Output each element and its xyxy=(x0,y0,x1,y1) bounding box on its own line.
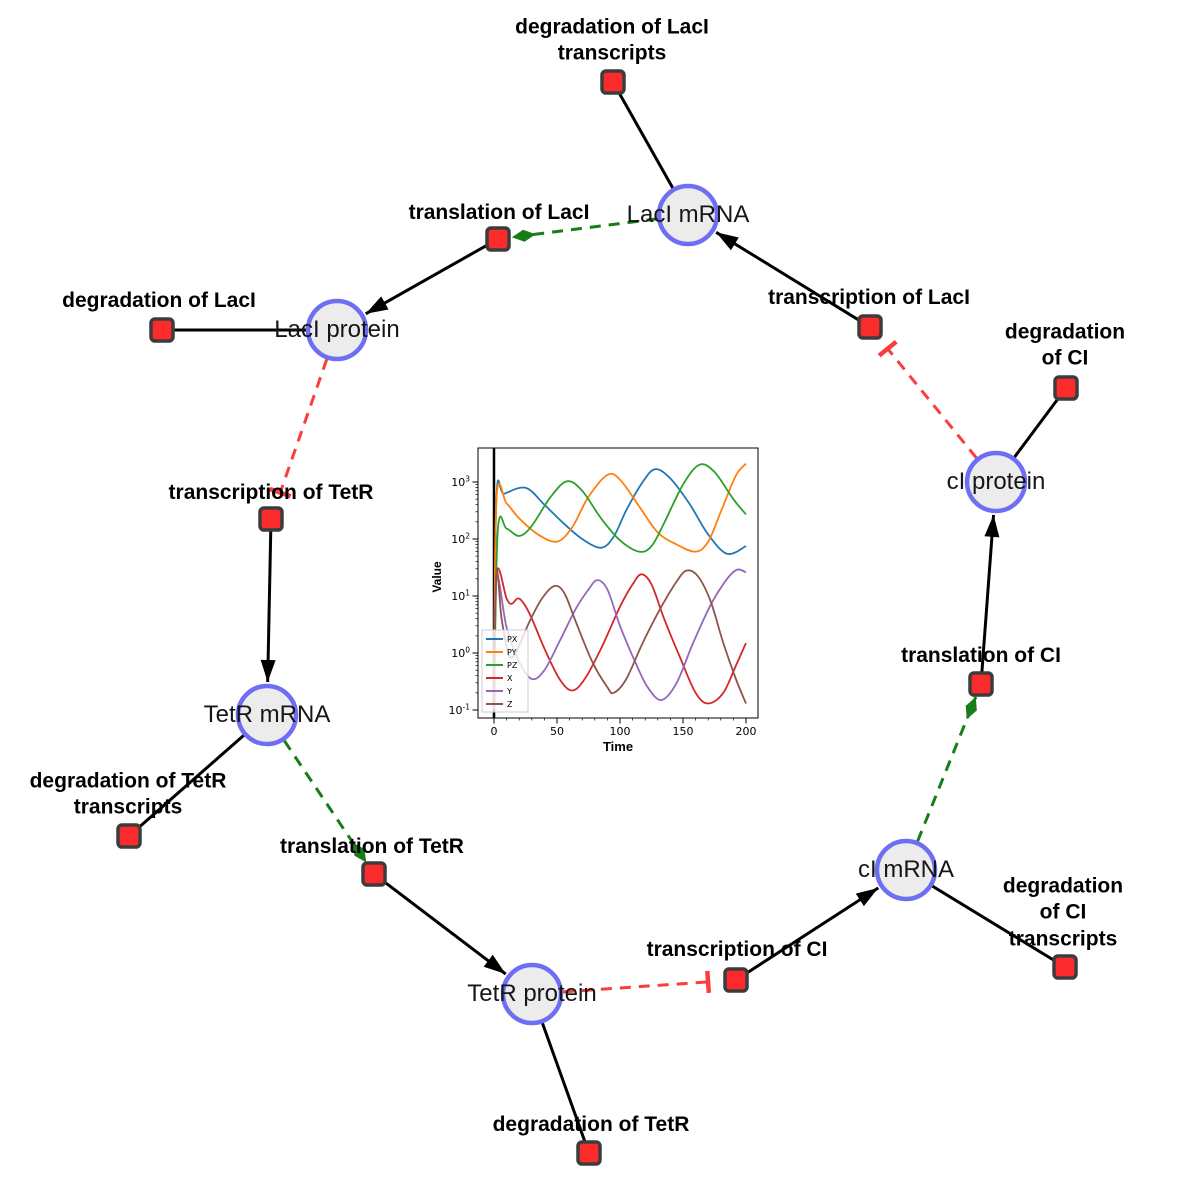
chart-y-tick: 100 xyxy=(451,646,470,661)
edge-tx-ci-to-ci-mrna xyxy=(745,886,880,975)
species-node-tetr-protein[interactable] xyxy=(500,962,564,1026)
reaction-label-deg-ci: degradation of CI xyxy=(1004,320,1126,370)
species-node-ci-mrna[interactable] xyxy=(874,838,938,902)
simulation-plot-inset: 103 102 101 100 10-1 0 50 100 150 200 PX PY PZ X Y Z xyxy=(420,436,780,771)
species-label-tetr-mrna: TetR mRNA xyxy=(203,701,331,728)
edge-laci-mrna-to-transl-laci xyxy=(511,217,658,242)
edge-layer xyxy=(137,91,1061,1143)
chart-x-tick: 0 xyxy=(491,725,498,738)
species-node-ci-protein[interactable] xyxy=(964,450,1028,514)
chart-legend-label-PY: PY xyxy=(507,648,517,657)
species-node-tetr-mrna[interactable] xyxy=(235,683,299,747)
chart-legend: PX PY PZ XYZ xyxy=(481,629,529,713)
chart-legend-label-PZ: PZ xyxy=(507,661,518,670)
chart-series-Z xyxy=(493,569,747,711)
reaction-node-tx-laci[interactable] xyxy=(857,314,883,340)
chart-series-PZ xyxy=(493,463,747,711)
edge-ci-mrna-to-deg-ci-tx xyxy=(930,884,1056,963)
species-label-ci-mrna: cI mRNA xyxy=(858,856,954,883)
reaction-node-deg-tetr-tx[interactable] xyxy=(116,823,142,849)
species-node-laci-protein[interactable] xyxy=(305,298,369,362)
reaction-node-tx-ci[interactable] xyxy=(723,967,749,993)
reaction-node-deg-ci[interactable] xyxy=(1053,375,1079,401)
chart-y-tick: 102 xyxy=(451,532,470,547)
reaction-label-tx-laci: transcription of LacI xyxy=(768,285,970,309)
node-layer xyxy=(116,69,1079,1166)
edge-ci-protein-to-tx-laci xyxy=(877,340,978,459)
reaction-node-deg-laci-tx[interactable] xyxy=(600,69,626,95)
chart-legend-label-PX: PX xyxy=(507,635,518,644)
chart-legend-label-Y: Y xyxy=(506,687,512,696)
reaction-label-deg-tetr-tx: degradation of TetR transcripts xyxy=(29,769,227,819)
simulation-plot: 103 102 101 100 10-1 0 50 100 150 200 PX PY PZ XYZ xyxy=(449,447,759,738)
edge-tetr-mrna-to-transl-tetr xyxy=(283,739,368,864)
chart-series-PX xyxy=(493,468,747,711)
reaction-label-deg-laci: degradation of LacI xyxy=(62,288,256,312)
edge-transl-ci-to-ci-protein xyxy=(980,514,1000,673)
chart-y-axis-label: Value xyxy=(430,561,444,593)
edge-tetr-protein-to-deg-tetr xyxy=(540,1021,587,1143)
edge-tx-laci-to-laci-mrna xyxy=(715,231,861,322)
species-node-laci-mrna[interactable] xyxy=(656,183,720,247)
chart-legend-label-X: X xyxy=(507,674,513,683)
reaction-node-transl-ci[interactable] xyxy=(968,671,994,697)
species-label-ci-protein: cI protein xyxy=(946,468,1046,495)
edge-tetr-protein-to-tx-ci xyxy=(562,970,712,994)
species-label-tetr-protein: TetR protein xyxy=(467,980,597,1007)
edge-transl-laci-to-laci-protein xyxy=(364,243,489,316)
reaction-label-transl-laci: translation of LacI xyxy=(408,200,590,224)
chart-series-group xyxy=(493,462,747,711)
reaction-node-deg-tetr[interactable] xyxy=(576,1140,602,1166)
chart-series-X xyxy=(493,567,747,711)
chart-series-PY xyxy=(493,462,747,711)
chart-y-tick: 101 xyxy=(451,589,470,604)
reaction-node-transl-tetr[interactable] xyxy=(361,861,387,887)
reaction-label-deg-ci-tx: degradation of CI transcripts xyxy=(1002,874,1124,950)
reaction-node-transl-laci[interactable] xyxy=(485,226,511,252)
species-label-laci-protein: LacI protein xyxy=(274,316,400,343)
edge-transl-tetr-to-tetr-protein xyxy=(382,880,507,976)
edge-tx-tetr-to-tetr-mrna xyxy=(260,530,276,683)
reaction-node-deg-ci-tx[interactable] xyxy=(1052,954,1078,980)
reaction-label-tx-tetr: transcription of TetR xyxy=(168,480,374,504)
chart-x-tick: 100 xyxy=(610,725,631,738)
reaction-label-transl-tetr: translation of TetR xyxy=(280,834,464,858)
reaction-label-deg-laci-tx: degradation of LacI transcripts xyxy=(515,15,709,65)
reaction-node-deg-laci[interactable] xyxy=(149,317,175,343)
reaction-node-tx-tetr[interactable] xyxy=(258,506,284,532)
species-label-laci-mrna: LacI mRNA xyxy=(626,201,750,228)
edge-tetr-mrna-to-deg-tetr-tx xyxy=(137,733,246,830)
chart-x-tick: 50 xyxy=(550,725,564,738)
edge-ci-mrna-to-transl-ci xyxy=(916,696,978,842)
edge-ci-protein-to-deg-ci xyxy=(1012,396,1061,459)
chart-frame xyxy=(477,447,759,719)
chart-y-tick: 10-1 xyxy=(449,703,471,718)
chart-legend-label-Z: Z xyxy=(507,700,513,709)
chart-x-tick: 200 xyxy=(736,725,757,738)
reaction-label-tx-ci: transcription of CI xyxy=(646,937,828,961)
edge-laci-protein-to-tx-tetr xyxy=(269,358,329,499)
edge-laci-mrna-to-deg-laci-tx xyxy=(617,91,675,190)
chart-x-tick: 150 xyxy=(673,725,694,738)
chart-y-tick: 103 xyxy=(451,475,470,490)
reaction-label-deg-tetr: degradation of TetR xyxy=(492,1112,690,1136)
chart-x-axis-label: Time xyxy=(602,739,634,754)
reaction-label-transl-ci: translation of CI xyxy=(901,643,1061,667)
